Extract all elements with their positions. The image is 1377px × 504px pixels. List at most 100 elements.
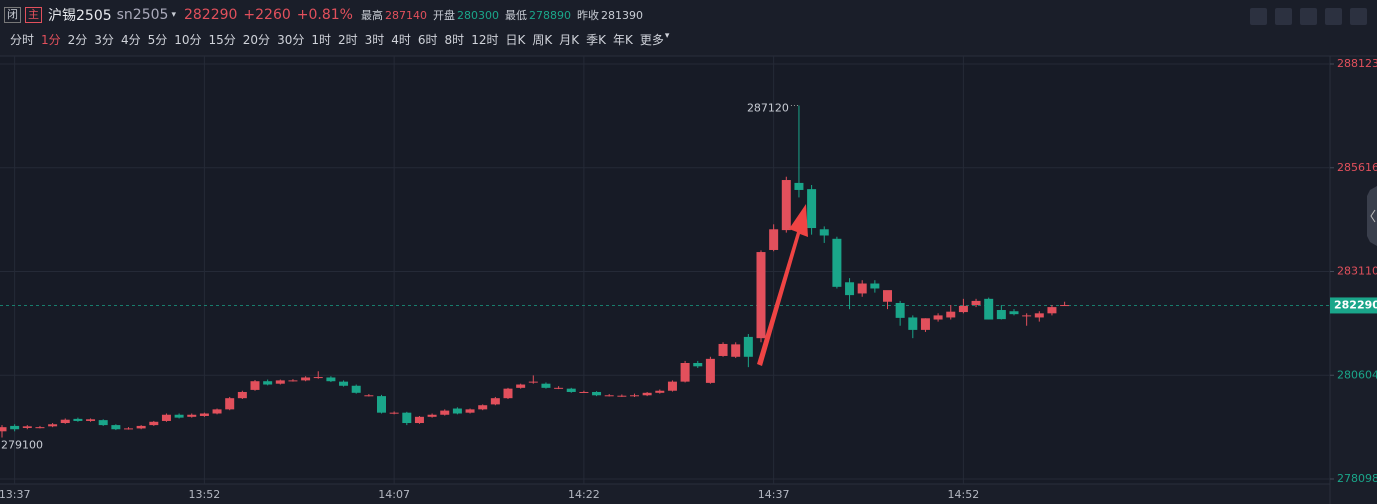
candle-body [351, 385, 361, 393]
period-tab[interactable]: 2时 [337, 33, 358, 47]
icon-button[interactable] [1250, 8, 1267, 25]
dropdown-caret[interactable]: ▾ [664, 31, 670, 41]
candle-body [743, 336, 753, 357]
period-tab[interactable]: 3时 [364, 33, 385, 47]
stat-label: 昨收 [577, 9, 599, 22]
candle-body [86, 419, 96, 421]
stat-value: 280300 [457, 8, 499, 22]
x-tick-label: 14:37 [758, 488, 790, 501]
candle-body [1034, 313, 1044, 318]
candle-body [35, 427, 45, 429]
candle-body [604, 395, 614, 397]
candle-body [920, 318, 930, 330]
period-tab[interactable]: 20分 [242, 33, 271, 47]
y-tick-label: 288123 [1337, 57, 1377, 70]
period-tab[interactable]: 分时 [10, 33, 35, 47]
candle-body [60, 419, 70, 424]
candle-body [48, 424, 58, 427]
candle-body [705, 358, 715, 383]
icon-button[interactable] [1350, 8, 1367, 25]
period-tab[interactable]: 10分 [174, 33, 202, 47]
period-tab[interactable]: 季K [586, 33, 606, 47]
stat-value: 278890 [529, 8, 571, 22]
period-tab[interactable]: 3分 [94, 33, 114, 47]
period-tab[interactable]: 更多 [639, 33, 664, 47]
x-tick-label: 14:52 [948, 488, 980, 501]
candle-body [10, 425, 20, 430]
y-tick-label: 285616 [1337, 161, 1377, 174]
candle-body [655, 390, 665, 393]
candle-body [642, 392, 652, 396]
symbol-code[interactable]: sn2505 [116, 7, 169, 23]
arrow-annotation [757, 204, 808, 366]
period-tab[interactable]: 30分 [277, 33, 305, 47]
period-tab[interactable]: 1分 [41, 33, 61, 47]
y-tick-label: 280604 [1337, 368, 1377, 381]
stat-value: 281390 [601, 8, 643, 22]
period-tab[interactable]: 年K [612, 33, 633, 47]
candle-body [73, 418, 83, 421]
candle-body [199, 413, 209, 416]
change-pct: +0.81% [296, 7, 353, 23]
candle-body [971, 300, 981, 306]
quote-header: 闭 主 沪锡2505 sn2505 ▾ 282290 +2260 +0.81% … [0, 0, 1377, 30]
change: +2260 [243, 7, 291, 23]
candle-body [946, 311, 956, 318]
icon-button[interactable] [1275, 8, 1292, 25]
candle-body [174, 414, 184, 418]
icon-button[interactable] [1300, 8, 1317, 25]
candle-body [870, 283, 880, 289]
period-tab[interactable]: 4分 [120, 33, 141, 47]
candle-body [490, 398, 500, 405]
candle-body [680, 362, 690, 382]
candle-body [288, 380, 298, 382]
candle-body [617, 395, 627, 397]
candle-body [731, 344, 741, 357]
candle-body [339, 381, 349, 386]
candle-body [579, 391, 589, 393]
candle-body [908, 317, 918, 330]
candle-body [402, 412, 412, 424]
last-price-label: 282290 [1334, 298, 1377, 311]
close-button[interactable]: 闭 [4, 7, 21, 23]
period-tab[interactable]: 8时 [444, 33, 465, 47]
period-tab[interactable]: 5分 [147, 33, 168, 47]
candle-body [781, 180, 791, 231]
candle-body [0, 427, 7, 432]
candle-body [225, 398, 235, 410]
dropdown-caret[interactable]: ▾ [171, 10, 176, 20]
main-button[interactable]: 主 [25, 7, 42, 23]
high-annotation: 287120 [747, 102, 789, 115]
side-panel-toggle[interactable] [1367, 186, 1377, 246]
candle-body [807, 189, 817, 229]
candle-body [313, 377, 323, 379]
candle-body [996, 310, 1006, 320]
period-tab[interactable]: 12时 [471, 33, 499, 47]
candle-body [149, 421, 159, 426]
candle-body [478, 405, 488, 410]
y-tick-label: 278098 [1337, 472, 1377, 485]
candle-body [1022, 315, 1032, 317]
period-tab[interactable]: 2分 [67, 33, 88, 47]
period-tab[interactable]: 4时 [391, 33, 411, 47]
candle-body [301, 377, 311, 381]
icon-button[interactable] [1325, 8, 1342, 25]
candle-body [212, 409, 222, 414]
stat-label: 最低 [505, 9, 527, 22]
candle-body [250, 381, 260, 390]
candle-body [111, 425, 121, 430]
period-tab[interactable]: 6时 [417, 33, 438, 47]
stat-label: 最高 [361, 9, 383, 22]
period-tab[interactable]: 15分 [208, 33, 236, 47]
candle-body [326, 377, 336, 382]
period-tab[interactable]: 1时 [311, 33, 331, 47]
stat-value: 287140 [385, 8, 427, 22]
candle-body [516, 384, 526, 388]
symbol-name: 沪锡2505 [48, 8, 112, 24]
candle-body [364, 395, 374, 397]
candle-body [592, 391, 602, 396]
period-tab[interactable]: 月K [559, 33, 580, 47]
toggle-chevron [1370, 209, 1376, 223]
period-tab[interactable]: 周K [532, 33, 553, 47]
period-tab[interactable]: 日K [505, 33, 526, 47]
